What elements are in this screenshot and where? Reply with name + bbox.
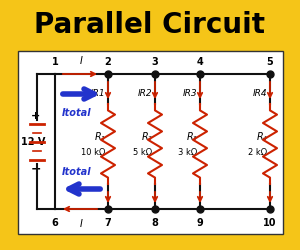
Text: I: I: [80, 218, 83, 228]
Text: 2: 2: [105, 57, 111, 67]
Text: IR3: IR3: [182, 89, 197, 98]
Bar: [18, 52, 283, 234]
Text: +: +: [32, 111, 40, 121]
Text: 2 kΩ: 2 kΩ: [248, 148, 267, 157]
Text: 6: 6: [52, 217, 58, 227]
Text: R₄: R₄: [256, 132, 267, 141]
Text: 5: 5: [267, 57, 273, 67]
Text: IR4: IR4: [252, 89, 267, 98]
Text: Parallel Circuit: Parallel Circuit: [34, 11, 266, 39]
Text: R₃: R₃: [186, 132, 197, 141]
Text: 8: 8: [152, 217, 158, 227]
Text: Itotal: Itotal: [62, 108, 92, 118]
Text: 9: 9: [196, 217, 203, 227]
Text: 5 kΩ: 5 kΩ: [133, 148, 152, 157]
Text: 10: 10: [263, 217, 277, 227]
Text: IR2: IR2: [137, 89, 152, 98]
Text: I: I: [80, 56, 83, 66]
Text: Itotal: Itotal: [62, 166, 92, 176]
Text: 10 kΩ: 10 kΩ: [81, 148, 105, 157]
Text: 3 kΩ: 3 kΩ: [178, 148, 197, 157]
Text: IR1: IR1: [90, 89, 105, 98]
Text: 3: 3: [152, 57, 158, 67]
Text: 4: 4: [196, 57, 203, 67]
Text: 12 V: 12 V: [21, 137, 45, 147]
Text: 7: 7: [105, 217, 111, 227]
Text: 1: 1: [52, 57, 58, 67]
Text: R₂: R₂: [141, 132, 152, 141]
Text: −: −: [31, 162, 41, 175]
Text: R₁: R₁: [94, 132, 105, 141]
